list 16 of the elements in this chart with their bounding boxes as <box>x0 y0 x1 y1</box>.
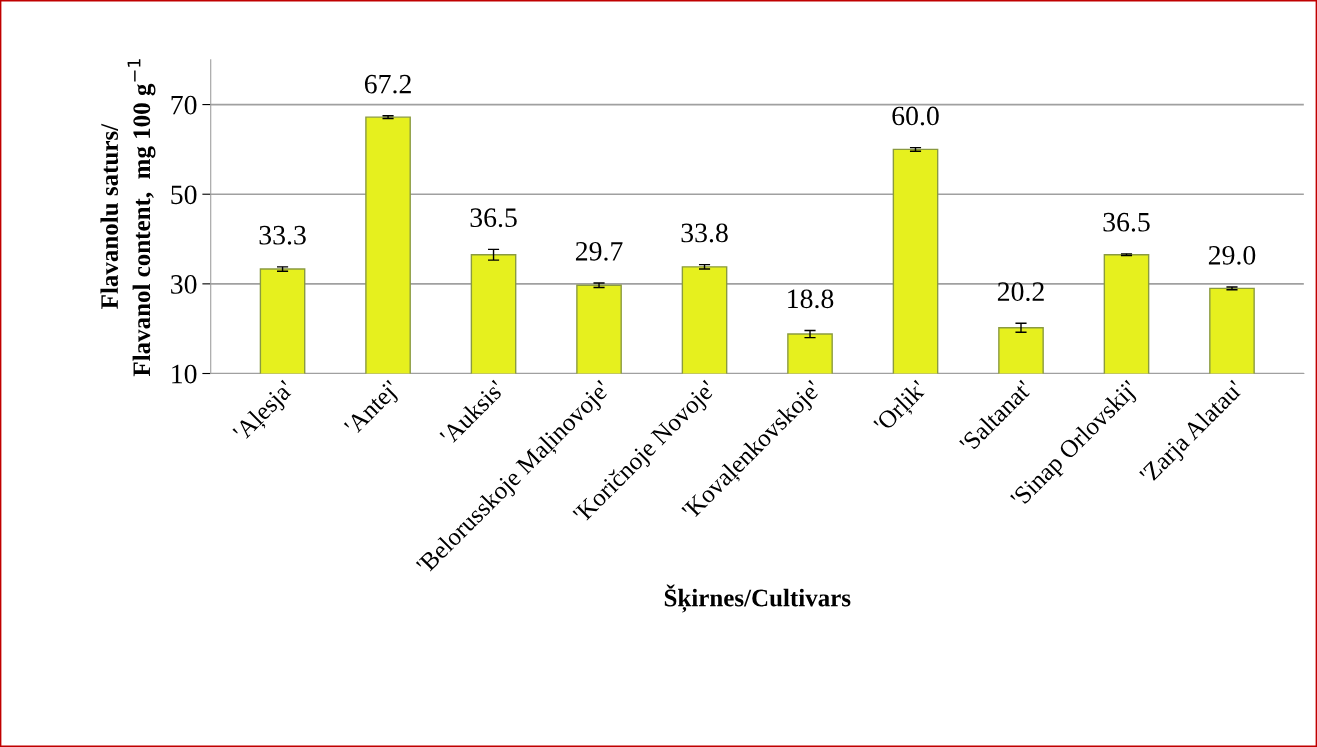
data-label: 33.3 <box>259 225 306 245</box>
x-axis-title: Šķirnes/Cultivars <box>664 584 851 613</box>
data-label: 67.2 <box>364 74 411 94</box>
data-label: 60.0 <box>892 106 939 126</box>
y-tick-label: 30 <box>171 275 197 294</box>
y-tick-label: 70 <box>171 95 197 115</box>
data-label: 20.2 <box>997 282 1044 302</box>
y-tick-label: 50 <box>171 185 197 205</box>
data-label: 33.8 <box>681 223 728 243</box>
data-label: 18.8 <box>788 289 834 309</box>
data-label: 36.5 <box>1103 212 1150 232</box>
data-label: 36.5 <box>470 208 517 228</box>
data-label: 29.7 <box>575 241 623 261</box>
y-axis-title: Flavanolu saturs/ Flavanol content, mg 100 g$^{−1}$ <box>100 59 156 377</box>
data-label: 29.0 <box>1208 245 1256 265</box>
y-tick-label: 10 <box>172 364 197 384</box>
